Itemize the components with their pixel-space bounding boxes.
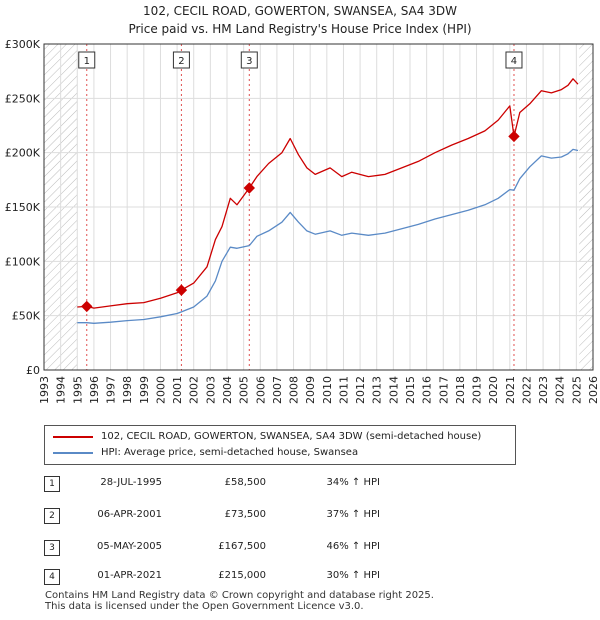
plot-border	[43, 43, 594, 371]
x-tick-label: 1993	[38, 376, 51, 404]
x-tick-label: 2019	[471, 376, 484, 404]
x-tick-label: 2014	[387, 376, 400, 404]
x-tick-label: 2007	[271, 376, 284, 404]
x-tick-label: 2025	[570, 376, 583, 404]
transaction-hpi: 30% ↑ HPI	[326, 570, 380, 581]
x-tick-label: 1995	[71, 376, 84, 404]
x-tick-label: 2012	[354, 376, 367, 404]
x-tick-label: 2005	[238, 376, 251, 404]
x-tick-label: 2026	[587, 376, 600, 404]
transaction-date: 05-MAY-2005	[96, 541, 162, 552]
transaction-row: 2 06-APR-2001 £73,500 37% ↑ HPI	[40, 506, 600, 526]
x-tick-label: 1994	[55, 376, 68, 404]
x-tick-label: 2006	[254, 376, 267, 404]
transaction-hpi: 37% ↑ HPI	[326, 509, 380, 520]
footer: Contains HM Land Registry data © Crown c…	[45, 590, 434, 612]
y-tick-label: £200K	[5, 147, 41, 160]
transaction-number: 4	[44, 569, 60, 585]
y-tick-label: £0	[26, 364, 40, 377]
transaction-price: £167,500	[218, 541, 266, 552]
x-tick-label: 2009	[304, 376, 317, 404]
y-tick-label: £100K	[5, 255, 41, 268]
x-tick-label: 2015	[404, 376, 417, 404]
sale-label-box	[240, 51, 258, 69]
sale-label: 3	[246, 56, 252, 67]
x-tick-label: 2003	[204, 376, 217, 404]
transaction-price: £215,000	[218, 570, 266, 581]
sale-label: 2	[178, 56, 184, 67]
x-tick-label: 2024	[554, 376, 567, 404]
legend-swatch-hpi	[53, 452, 93, 454]
x-tick-label: 2008	[288, 376, 301, 404]
y-tick-label: £50K	[12, 310, 41, 323]
x-tick-label: 2004	[221, 376, 234, 404]
sale-label-box	[78, 51, 96, 69]
x-tick-label: 2010	[321, 376, 334, 404]
transaction-number: 3	[44, 540, 60, 556]
sale-label: 4	[511, 56, 517, 67]
x-tick-label: 2018	[454, 376, 467, 404]
series-line	[77, 148, 579, 324]
x-tick-label: 2023	[537, 376, 550, 404]
sale-point	[175, 284, 188, 296]
legend-swatch-property	[53, 436, 93, 438]
x-tick-label: 2017	[437, 376, 450, 404]
transaction-row: 1 28-JUL-1995 £58,500 34% ↑ HPI	[40, 474, 600, 494]
y-tick-label: £150K	[5, 201, 41, 214]
transaction-date: 06-APR-2001	[97, 509, 162, 520]
transaction-row: 4 01-APR-2021 £215,000 30% ↑ HPI	[40, 567, 600, 587]
sale-label: 1	[84, 56, 90, 67]
sale-label-box	[505, 51, 523, 69]
x-tick-label: 2000	[154, 376, 167, 404]
footer-license: This data is licensed under the Open Gov…	[45, 601, 364, 612]
footer-copyright: Contains HM Land Registry data © Crown c…	[45, 590, 434, 601]
transaction-date: 28-JUL-1995	[100, 477, 162, 488]
x-tick-label: 2016	[421, 376, 434, 404]
x-tick-label: 1996	[88, 376, 101, 404]
x-tick-label: 2020	[487, 376, 500, 404]
transaction-number: 1	[44, 476, 60, 492]
transaction-row: 3 05-MAY-2005 £167,500 46% ↑ HPI	[40, 538, 600, 558]
sale-point	[243, 182, 255, 194]
y-tick-label: £250K	[5, 92, 41, 105]
x-tick-label: 1997	[105, 376, 118, 404]
transaction-date: 01-APR-2021	[97, 570, 162, 581]
x-tick-label: 2021	[504, 376, 517, 404]
x-tick-label: 2013	[371, 376, 384, 404]
legend-label-property: 102, CECIL ROAD, GOWERTON, SWANSEA, SA4 …	[101, 431, 482, 442]
x-tick-label: 2011	[337, 376, 350, 404]
x-tick-label: 1998	[121, 376, 134, 404]
transaction-number: 2	[44, 508, 60, 524]
chart-subtitle: Price paid vs. HM Land Registry's House …	[128, 22, 472, 36]
x-tick-label: 2002	[188, 376, 201, 404]
transaction-hpi: 34% ↑ HPI	[326, 477, 380, 488]
x-tick-label: 2001	[171, 376, 184, 404]
transaction-hpi: 46% ↑ HPI	[326, 541, 380, 552]
chart-title: 102, CECIL ROAD, GOWERTON, SWANSEA, SA4 …	[143, 4, 457, 18]
x-tick-label: 2022	[520, 376, 533, 404]
sale-label-box	[172, 51, 190, 69]
transaction-price: £73,500	[224, 509, 266, 520]
transaction-price: £58,500	[224, 477, 266, 488]
sale-point	[81, 300, 93, 313]
price-chart: 1 2 3 4 £0 £50K £100K £150K £200K £250K £300K 1993 1…	[5, 38, 600, 404]
legend-label-hpi: HPI: Average price, semi-detached house,…	[101, 447, 359, 458]
sale-point	[508, 130, 520, 143]
y-tick-label: £300K	[5, 38, 41, 51]
x-tick-label: 1999	[138, 376, 151, 404]
legend: 102, CECIL ROAD, GOWERTON, SWANSEA, SA4 …	[44, 425, 516, 465]
